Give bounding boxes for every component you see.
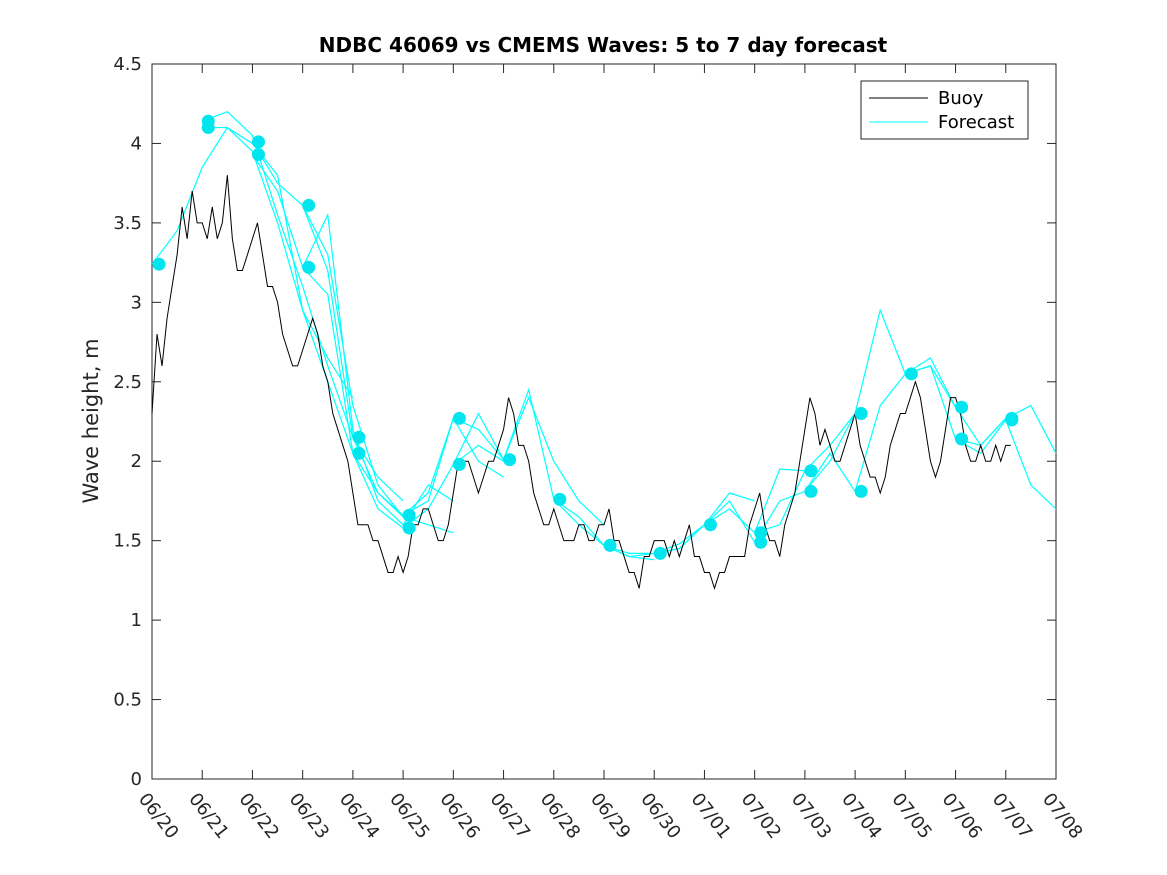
forecast-marker (352, 430, 366, 444)
forecast-marker (503, 453, 517, 467)
forecast-marker (452, 411, 466, 425)
legend-label-buoy: Buoy (938, 88, 984, 109)
legend-box (860, 80, 1029, 140)
y-tick-label: 4 (131, 133, 142, 154)
forecast-marker (201, 121, 215, 135)
forecast-marker (854, 484, 868, 498)
forecast-marker (854, 407, 868, 421)
chart-title: NDBC 46069 vs CMEMS Waves: 5 to 7 day fo… (319, 33, 888, 57)
y-tick-label: 1 (131, 610, 142, 631)
forecast-marker (352, 446, 366, 460)
y-tick-label: 3.5 (113, 213, 142, 234)
forecast-marker (804, 464, 818, 478)
forecast-marker (955, 400, 969, 414)
forecast-marker (251, 135, 265, 149)
forecast-marker (1005, 413, 1019, 427)
y-tick-label: 2.5 (113, 372, 142, 393)
forecast-marker (402, 521, 416, 535)
y-tick-label: 0 (131, 769, 142, 790)
forecast-marker (251, 148, 265, 162)
forecast-marker (653, 546, 667, 560)
y-tick-label: 3 (131, 292, 142, 313)
forecast-marker (302, 198, 316, 212)
forecast-marker (603, 538, 617, 552)
forecast-marker (152, 257, 166, 271)
forecast-marker (955, 432, 969, 446)
forecast-line (251, 154, 454, 526)
forecast-marker (452, 457, 466, 471)
y-tick-label: 0.5 (113, 690, 142, 711)
legend: Buoy Forecast (860, 80, 1029, 140)
forecast-line (202, 110, 404, 502)
forecast-marker (703, 518, 717, 532)
y-tick-label: 1.5 (113, 531, 142, 552)
forecast-marker (754, 535, 768, 549)
y-tick-label: 4.5 (113, 54, 142, 75)
y-tick-label: 2 (131, 451, 142, 472)
forecast-marker (302, 260, 316, 274)
forecast-line (202, 126, 404, 518)
forecast-marker (402, 508, 416, 522)
y-axis-label: Wave height, m (79, 338, 103, 503)
buoy-line (151, 175, 1011, 590)
legend-label-forecast: Forecast (938, 112, 1014, 133)
forecast-marker (754, 526, 768, 540)
forecast-marker (553, 492, 567, 506)
forecast-marker (904, 367, 918, 381)
forecast-line (251, 141, 454, 534)
forecast-marker (804, 484, 818, 498)
